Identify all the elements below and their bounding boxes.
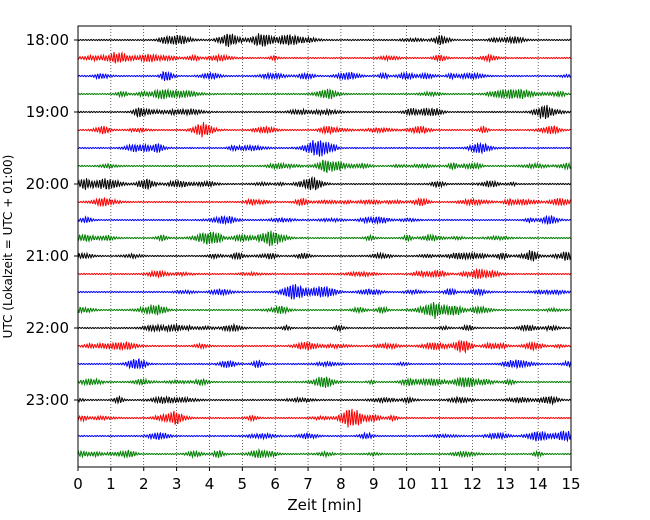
trace-1845 [77,87,572,100]
x-tick-label: 9 [369,475,379,493]
y-tick-label: 21:00 [26,247,69,265]
x-tick-label: 8 [336,475,346,493]
trace-1915 [77,122,572,138]
trace-2345 [77,447,572,460]
y-tick-label: 20:00 [26,175,69,193]
trace-1900 [77,104,572,120]
trace-2130 [77,284,572,300]
y-axis-ticks: 18:00 19:00 20:00 21:00 22:00 23:00 [26,31,78,409]
x-tick-label: 5 [238,475,248,493]
x-tick-label: 3 [172,475,182,493]
x-tick-label: 2 [139,475,149,493]
trace-2215 [77,339,572,354]
trace-1945 [77,159,572,174]
x-tick-label: 6 [270,475,280,493]
trace-2145 [77,302,572,319]
trace-2245 [77,376,572,388]
trace-1800 [77,33,572,47]
x-tick-label: 11 [430,475,449,493]
trace-2045 [77,230,572,247]
x-tick-label: 4 [205,475,215,493]
x-tick-label: 10 [397,475,416,493]
trace-2100 [77,250,572,262]
y-tick-label: 22:00 [26,319,69,337]
x-tick-label: 14 [529,475,548,493]
trace-1815 [77,50,572,64]
trace-2015 [77,197,572,208]
trace-2115 [77,267,572,280]
trace-2000 [77,175,572,191]
y-tick-label: 23:00 [26,391,69,409]
trace-2315 [77,408,572,428]
x-tick-label: 1 [106,475,116,493]
trace-1830 [77,70,572,81]
y-axis-label: UTC (Lokalzeit = UTC + 01:00) [1,155,15,339]
y-tick-label: 18:00 [26,31,69,49]
x-axis-label: Zeit [min] [287,496,361,514]
x-axis-ticks: 0 1 2 3 4 5 6 7 8 9 10 11 12 13 14 15 [73,467,581,493]
trace-2200 [77,322,572,334]
trace-2330 [77,430,572,443]
trace-1930 [77,140,572,157]
x-tick-label: 7 [303,475,313,493]
trace-2230 [77,358,572,370]
x-tick-label: 13 [496,475,515,493]
y-tick-label: 19:00 [26,103,69,121]
x-tick-label: 15 [561,475,580,493]
seismic-traces [77,33,572,460]
trace-2030 [77,214,572,226]
plot-frame [77,25,572,468]
trace-2300 [77,394,572,406]
x-tick-label: 0 [73,475,83,493]
x-tick-label: 12 [463,475,482,493]
